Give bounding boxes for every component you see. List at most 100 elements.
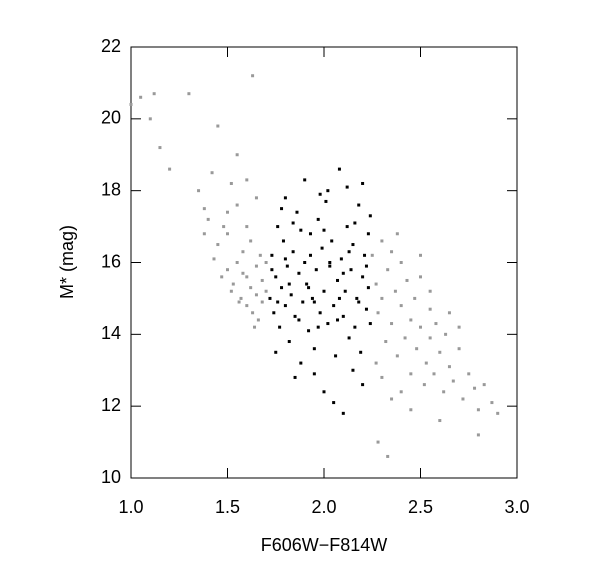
point: [380, 239, 384, 243]
point: [276, 300, 280, 304]
point: [299, 228, 303, 232]
point: [202, 207, 206, 211]
x-axis-label: F606W−F814W: [261, 535, 388, 555]
point: [409, 318, 413, 322]
point: [322, 289, 326, 293]
point: [374, 282, 378, 286]
point: [270, 253, 274, 257]
y-axis-label: M* (mag): [57, 225, 77, 299]
point: [305, 282, 309, 286]
point: [308, 232, 312, 236]
point: [249, 239, 253, 243]
point: [328, 264, 332, 268]
point: [357, 203, 361, 207]
point: [361, 275, 365, 279]
point: [276, 225, 280, 229]
point: [291, 250, 295, 254]
point: [336, 278, 340, 282]
point: [320, 246, 324, 250]
point: [390, 322, 394, 326]
point: [364, 307, 368, 311]
y-tick-label: 14: [101, 323, 121, 343]
point: [409, 372, 413, 376]
point: [413, 296, 417, 300]
point: [187, 92, 191, 96]
point: [351, 243, 355, 247]
x-tick-label: 1.0: [118, 497, 143, 517]
point: [366, 286, 370, 290]
point: [278, 325, 282, 329]
y-tick-label: 18: [101, 179, 121, 199]
point: [202, 232, 206, 236]
point: [353, 221, 357, 225]
point: [347, 336, 351, 340]
point: [390, 250, 394, 254]
point: [451, 379, 455, 383]
point: [324, 199, 328, 203]
point: [399, 261, 403, 264]
point: [403, 336, 407, 340]
point: [251, 311, 255, 315]
plot-frame: [130, 46, 518, 479]
point: [395, 354, 399, 358]
point: [260, 278, 264, 282]
point: [316, 217, 320, 221]
point: [422, 383, 426, 387]
point: [293, 314, 297, 318]
point: [399, 390, 403, 394]
point: [341, 411, 345, 415]
point: [139, 95, 143, 99]
point: [345, 225, 349, 229]
point: [428, 336, 432, 340]
point: [245, 304, 249, 308]
point: [283, 257, 287, 261]
point: [197, 189, 201, 193]
point: [355, 296, 359, 300]
point: [390, 397, 394, 401]
y-tick-label: 22: [101, 36, 121, 56]
point: [339, 257, 343, 261]
point: [326, 189, 330, 193]
point: [222, 225, 226, 229]
point: [216, 243, 220, 247]
point: [349, 268, 353, 272]
point: [457, 325, 461, 329]
point: [312, 372, 316, 376]
y-tick-label: 12: [101, 395, 121, 415]
point: [310, 296, 314, 300]
point: [307, 329, 311, 333]
point: [316, 325, 320, 329]
point: [438, 419, 442, 423]
point: [399, 304, 403, 308]
point: [235, 203, 239, 207]
point: [424, 361, 428, 365]
point: [226, 268, 229, 272]
point: [289, 293, 293, 297]
point: [361, 383, 365, 387]
point: [245, 178, 249, 182]
point: [457, 347, 461, 351]
point: [291, 221, 295, 225]
point: [295, 210, 299, 214]
point: [419, 325, 422, 329]
point: [210, 171, 214, 175]
point: [307, 286, 311, 290]
point: [395, 232, 399, 236]
point: [226, 232, 229, 236]
point: [368, 214, 372, 218]
point: [251, 74, 255, 78]
point: [351, 368, 355, 372]
point: [312, 300, 316, 304]
point: [283, 196, 287, 200]
point: [299, 361, 303, 365]
point: [380, 296, 384, 300]
point: [359, 350, 363, 354]
point: [239, 296, 243, 300]
point: [249, 286, 253, 290]
point: [268, 296, 272, 300]
point: [343, 289, 347, 293]
point: [206, 217, 210, 221]
point: [318, 192, 322, 196]
point: [314, 268, 318, 272]
point: [229, 181, 233, 185]
